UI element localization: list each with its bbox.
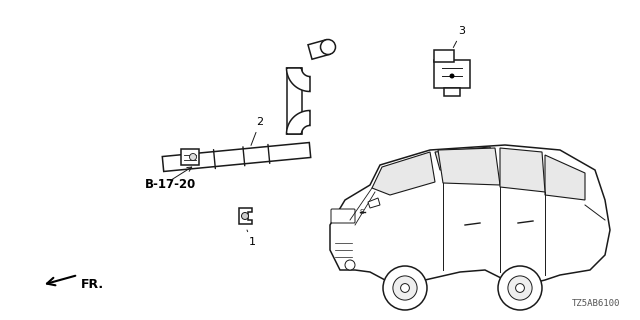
Polygon shape (368, 198, 380, 208)
Circle shape (189, 154, 196, 161)
Text: S: S (360, 209, 364, 215)
Bar (444, 88, 460, 96)
Polygon shape (500, 148, 545, 192)
Bar (434, 60, 470, 88)
Polygon shape (287, 68, 310, 92)
Bar (434, 50, 454, 62)
Bar (181, 149, 199, 165)
Polygon shape (438, 148, 500, 185)
Text: FR.: FR. (81, 278, 104, 291)
Polygon shape (545, 155, 585, 200)
Text: 3: 3 (453, 26, 465, 48)
Circle shape (508, 276, 532, 300)
Circle shape (401, 284, 410, 292)
Polygon shape (239, 208, 252, 224)
Circle shape (321, 39, 335, 54)
Polygon shape (287, 68, 301, 134)
Circle shape (516, 284, 524, 292)
Circle shape (393, 276, 417, 300)
Circle shape (383, 266, 427, 310)
Polygon shape (308, 40, 330, 59)
Polygon shape (163, 142, 310, 172)
Circle shape (345, 260, 355, 270)
Text: 2: 2 (251, 117, 264, 145)
Text: B-17-20: B-17-20 (145, 179, 196, 191)
Polygon shape (435, 147, 495, 170)
Polygon shape (287, 110, 310, 134)
Text: TZ5AB6100: TZ5AB6100 (572, 299, 620, 308)
Circle shape (241, 212, 248, 220)
Polygon shape (330, 145, 610, 285)
FancyBboxPatch shape (331, 209, 355, 223)
Polygon shape (372, 152, 435, 195)
Circle shape (449, 74, 454, 78)
Circle shape (498, 266, 542, 310)
Text: 1: 1 (247, 230, 255, 247)
